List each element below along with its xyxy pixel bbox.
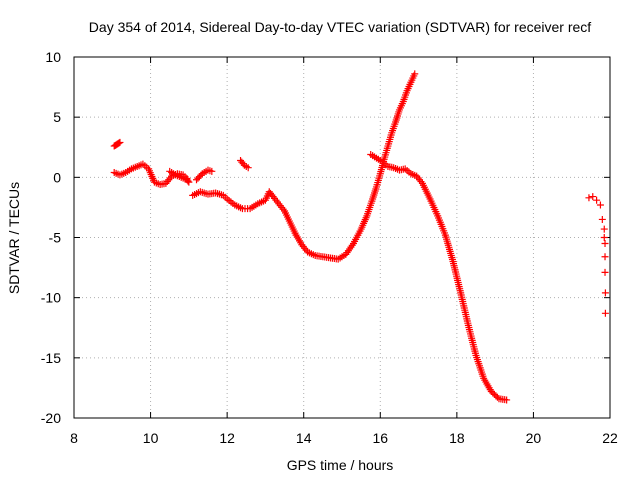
y-axis-label: SDTVAR / TECUs <box>6 182 22 294</box>
grid <box>74 57 610 418</box>
y-tick-label: 5 <box>53 109 61 125</box>
data-points <box>110 70 609 404</box>
x-tick-label: 10 <box>143 430 159 446</box>
chart-title: Day 354 of 2014, Sidereal Day-to-day VTE… <box>89 19 591 35</box>
x-axis-label: GPS time / hours <box>287 457 394 473</box>
x-tick-label: 22 <box>602 430 618 446</box>
data-point <box>601 268 609 276</box>
data-point <box>411 70 419 78</box>
data-point <box>601 309 609 317</box>
x-tick-label: 8 <box>70 430 78 446</box>
x-tick-label: 14 <box>296 430 312 446</box>
y-tick-label: 10 <box>45 49 61 65</box>
y-tick-label: -10 <box>41 290 61 306</box>
data-point <box>244 164 252 172</box>
data-point <box>598 215 606 223</box>
y-tick-label: 0 <box>53 169 61 185</box>
data-point <box>596 201 604 209</box>
data-point <box>601 240 609 248</box>
data-point <box>589 193 597 201</box>
x-tick-label: 16 <box>372 430 388 446</box>
y-tick-label: -5 <box>49 230 62 246</box>
x-tick-label: 20 <box>526 430 542 446</box>
data-point <box>115 139 123 147</box>
data-point <box>116 138 124 146</box>
x-tick-label: 12 <box>219 430 235 446</box>
data-point <box>208 167 216 175</box>
data-point <box>184 177 192 185</box>
data-point <box>601 289 609 297</box>
data-point <box>585 194 593 202</box>
y-tick-label: -20 <box>41 410 61 426</box>
tick-labels: 8 10 12 14 16 18 20 22 -20 -15 -10 -5 0 5 10 <box>41 49 618 446</box>
data-point <box>600 234 608 241</box>
y-tick-label: -15 <box>41 350 61 366</box>
data-point <box>600 225 608 233</box>
data-point <box>601 253 609 261</box>
data-point <box>185 178 193 186</box>
data-point <box>503 396 511 404</box>
plot-frame <box>73 56 611 419</box>
data-point <box>593 196 601 204</box>
x-tick-label: 18 <box>449 430 465 446</box>
